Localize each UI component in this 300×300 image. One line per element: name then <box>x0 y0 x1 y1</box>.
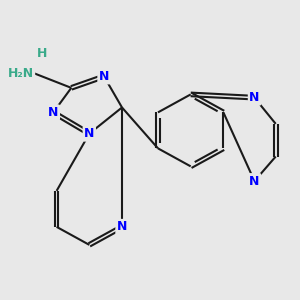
Text: N: N <box>117 220 127 233</box>
Text: N: N <box>84 127 94 140</box>
Text: H: H <box>37 47 47 60</box>
Text: N: N <box>99 70 109 83</box>
Text: N: N <box>249 175 260 188</box>
Text: N: N <box>249 91 260 104</box>
Text: H₂N: H₂N <box>8 67 34 80</box>
Text: N: N <box>48 106 58 119</box>
